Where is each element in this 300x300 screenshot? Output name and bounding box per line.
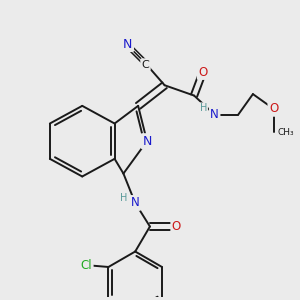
Text: O: O [198, 65, 208, 79]
Text: O: O [269, 102, 278, 115]
Text: Cl: Cl [81, 259, 92, 272]
Text: H: H [120, 193, 128, 203]
Text: N: N [123, 38, 133, 51]
Text: O: O [172, 220, 181, 233]
Text: C: C [142, 60, 149, 70]
Text: H: H [200, 103, 207, 113]
Text: CH₃: CH₃ [277, 128, 294, 137]
Text: N: N [210, 108, 219, 121]
Text: N: N [131, 196, 140, 209]
Text: N: N [142, 135, 152, 148]
